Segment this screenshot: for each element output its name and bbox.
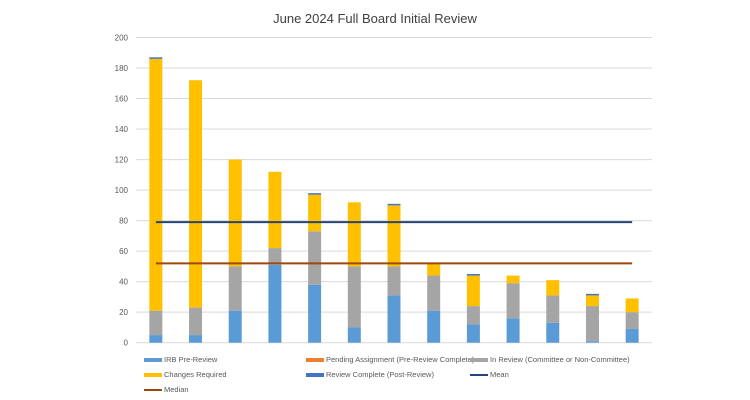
bar-segment: [466, 306, 480, 325]
bar-segment: [387, 205, 401, 267]
bar-segment: [268, 264, 282, 343]
legend-label: Changes Required: [164, 370, 227, 379]
bar-segment: [189, 307, 203, 336]
bar-segment: [546, 280, 560, 296]
bar-segment: [268, 248, 282, 265]
y-tick-label: 140: [115, 125, 129, 134]
bar-segment: [347, 202, 361, 267]
y-tick-label: 160: [115, 95, 129, 104]
legend-swatch: [470, 357, 488, 362]
legend-line: [470, 373, 488, 376]
y-tick-label: 120: [115, 156, 129, 165]
bar-segment: [466, 275, 480, 307]
bar-segment: [506, 283, 520, 319]
bar-segment: [347, 327, 361, 343]
legend-item-median: Median: [144, 385, 189, 394]
y-tick-label: 40: [119, 278, 128, 287]
legend-swatch: [144, 372, 162, 377]
y-tick-label: 200: [115, 34, 129, 43]
bar-segment: [149, 58, 163, 311]
bar-segment: [585, 295, 599, 307]
bar-segment: [308, 284, 322, 343]
bar-segment: [585, 341, 599, 343]
bar-segment: [585, 293, 599, 296]
chart-title: June 2024 Full Board Initial Review: [273, 11, 477, 26]
bar-segment: [585, 306, 599, 342]
bar-segment: [268, 171, 282, 249]
legend-item-review-complete: Review Complete (Post-Review): [306, 370, 434, 379]
legend-label: In Review (Committee or Non-Committee): [490, 355, 630, 364]
y-tick-label: 20: [119, 308, 128, 317]
legend-item-changes-required: Changes Required: [144, 370, 227, 379]
bar-segment: [228, 310, 242, 343]
bar-segment: [228, 266, 242, 311]
bar-segment: [427, 263, 441, 276]
bar-segment: [625, 328, 639, 343]
bar-segment: [427, 275, 441, 311]
y-tick-label: 80: [119, 217, 128, 226]
legend-label: Mean: [490, 370, 509, 379]
bar-segment: [189, 80, 203, 308]
bar-segment: [228, 159, 242, 267]
legend-item-pending-assignment: Pending Assignment (Pre-Review Complete): [306, 355, 474, 364]
bar-segment: [506, 318, 520, 343]
legend-line: [144, 388, 162, 391]
legend-item-mean: Mean: [470, 370, 509, 379]
legend-label: Pending Assignment (Pre-Review Complete): [326, 355, 475, 364]
bar-segment: [308, 193, 322, 195]
legend-label: Review Complete (Post-Review): [326, 370, 434, 379]
bar-segment: [466, 274, 480, 276]
bar-segment: [625, 298, 639, 313]
y-tick-label: 60: [119, 247, 128, 256]
bar-segment: [149, 335, 163, 343]
bar-segment: [308, 231, 322, 285]
bar-segment: [506, 275, 520, 284]
bar-segment: [387, 203, 401, 206]
bar-segment: [466, 324, 480, 343]
y-tick-label: 180: [115, 64, 129, 73]
bar-segment: [546, 295, 560, 323]
legend-swatch: [306, 372, 324, 377]
legend-label: Median: [164, 385, 189, 394]
bar-segment: [308, 194, 322, 232]
legend-item-in-review: In Review (Committee or Non-Committee): [470, 355, 630, 364]
bar-segment: [189, 335, 203, 343]
legend-swatch: [144, 357, 162, 362]
y-tick-label: 100: [115, 186, 129, 195]
legend-label: IRB Pre-Review: [164, 355, 218, 364]
bar-segment: [387, 295, 401, 343]
legend-item-irb-pre-review: IRB Pre-Review: [144, 355, 217, 364]
bar-segment: [149, 310, 163, 336]
bar-segment: [546, 322, 560, 343]
y-tick-label: 0: [124, 339, 129, 348]
bar-segment: [347, 266, 361, 328]
bar-segment: [427, 310, 441, 343]
bar-segment: [625, 312, 639, 329]
legend-swatch: [306, 357, 324, 362]
bar-segment: [149, 57, 163, 59]
bar-segment: [387, 266, 401, 296]
